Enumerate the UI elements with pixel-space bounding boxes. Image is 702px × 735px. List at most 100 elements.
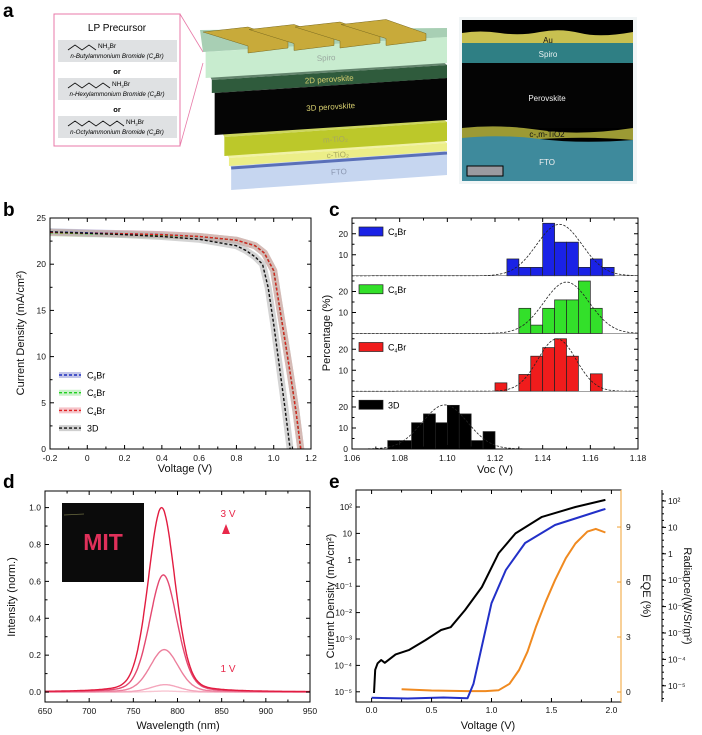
text-part: NH (126, 119, 136, 126)
histogram-bar (530, 324, 544, 334)
x-tick-label: 0.2 (119, 453, 131, 463)
x-tick-label: 650 (38, 706, 52, 716)
inset-wire (63, 513, 85, 516)
x-tick-label: 1.0 (486, 705, 498, 715)
x-tick-label: 1.0 (268, 453, 280, 463)
x-tick-label: 1.14 (534, 453, 551, 463)
legend-item: 3D (59, 424, 99, 434)
y-axis-label: Current Density (mA/cm²) (15, 271, 27, 396)
y-axis-label: Intensity (norm.) (6, 557, 18, 636)
text-part: n-Butylammonium Bromide (C (70, 53, 153, 60)
panel-label-e: e (329, 472, 340, 493)
callout-line (179, 13, 204, 53)
sem-label-perovskite: Perovskite (528, 94, 566, 103)
y-axis-label: Percentage (%) (321, 295, 333, 371)
x-tick-label: 1.18 (630, 453, 647, 463)
y-tick-label-far-right: 10⁻¹ (668, 575, 685, 585)
text-part: n-Octylammonium Bromide (C (70, 129, 154, 136)
histogram-bar (435, 422, 448, 450)
ammonium-group-label: NH3Br (98, 43, 117, 51)
text-part: Br (110, 43, 117, 50)
x-tick-label: 1.06 (344, 453, 361, 463)
y-tick-label-left: 10⁻⁴ (334, 660, 352, 670)
histogram-bar (566, 355, 579, 392)
text-part: 8 (153, 132, 156, 137)
y-tick-label-left: 10⁻⁵ (335, 687, 352, 697)
text-part: Br) (156, 129, 164, 136)
y-tick-label-right: 9 (626, 522, 631, 532)
inset-background (62, 503, 144, 582)
text-part: C (87, 388, 94, 398)
alkyl-chain-structure (67, 82, 111, 89)
sem-cross-section-image: Au Spiro Perovskite c-,m-TiO2 FTO (459, 17, 637, 184)
spectrum-line (45, 506, 310, 693)
text-part: C (87, 371, 94, 381)
x-tick-label: 0.4 (156, 453, 168, 463)
series-line-eqe (401, 527, 606, 693)
x-tick-label: 1.08 (391, 453, 408, 463)
x-tick-label: 1.2 (305, 453, 317, 463)
histogram-bar (589, 307, 603, 334)
text-part: Br (397, 343, 406, 353)
spectrum-line (45, 648, 310, 693)
y-tick-label: 20 (37, 259, 47, 269)
ammonium-group-label: NH3Br (112, 81, 131, 89)
text-part: C (388, 343, 395, 353)
text-part: 4 (395, 349, 398, 355)
histogram-bar (542, 347, 555, 392)
series-line (50, 231, 291, 449)
alkyl-chain-structure (67, 44, 97, 51)
x-tick-label: 0.5 (426, 705, 438, 715)
x-axis-label: Voc (V) (477, 464, 513, 476)
precursor-item: NH3Br n-Butylammonium Bromide (C4Br) (58, 40, 177, 62)
y-tick-label-far-right: 10⁻² (668, 602, 685, 612)
x-tick-label: 700 (82, 706, 96, 716)
legend-item: C8Br (59, 371, 105, 383)
legend-swatch (358, 284, 384, 295)
x-axis-label: Wavelength (nm) (136, 720, 219, 732)
y-tick-label: 0 (41, 444, 46, 454)
arrow-head-icon (222, 524, 230, 534)
panel-label-d: d (3, 472, 15, 493)
annotation-3v: 3 V (220, 509, 235, 520)
legend-swatch (358, 226, 384, 237)
panel-label-b: b (3, 200, 15, 221)
device-layer-label: 3D perovskite (306, 101, 356, 113)
legend-label: C4Br (87, 406, 105, 418)
legend-item: C6Br (59, 388, 105, 400)
x-tick-label: 900 (259, 706, 273, 716)
y-tick-label-far-right: 10² (668, 496, 680, 506)
text-part: 3 (107, 46, 110, 51)
text-part: 6 (154, 94, 157, 99)
y-tick-label-right: 3 (626, 632, 631, 642)
device-layer-label: m-TiO₂ (323, 134, 349, 145)
text-part: 8 (94, 377, 97, 383)
x-tick-label: 750 (126, 706, 140, 716)
y-tick-label-left: 1 (347, 555, 352, 565)
histogram-bar (554, 299, 567, 334)
text-part: 8 (395, 233, 398, 239)
y-tick-label: 0 (343, 444, 348, 454)
histogram-bar (411, 422, 424, 450)
precursor-title: LP Precursor (88, 23, 147, 34)
histogram-bar (470, 440, 484, 450)
y-tick-label-far-right: 10⁻⁴ (668, 654, 686, 664)
x-tick-label: 0.0 (366, 705, 378, 715)
y-tick-label-far-right: 10 (668, 522, 678, 532)
y-tick-label: 20 (339, 402, 349, 412)
x-tick-label: 0.8 (231, 453, 243, 463)
text-part: Br (124, 81, 131, 88)
legend-label: C4Br (388, 343, 406, 355)
device-stack: FTO c-TiO₂ m-TiO₂ 3D perovskite 2D perovskit… (200, 19, 448, 190)
layer-edge (231, 151, 448, 170)
text-part: NH (112, 81, 122, 88)
precursor-name: n-Octylammonium Bromide (C8Br) (70, 129, 164, 137)
x-axis-label: Voltage (V) (158, 463, 212, 475)
y-tick-label-far-right: 10⁻³ (668, 628, 685, 638)
panel-d-el-spectra: 650 700 750 800 850 900 9500.00.20.40.60.81.0 … (6, 490, 317, 732)
series-halo (50, 228, 294, 449)
